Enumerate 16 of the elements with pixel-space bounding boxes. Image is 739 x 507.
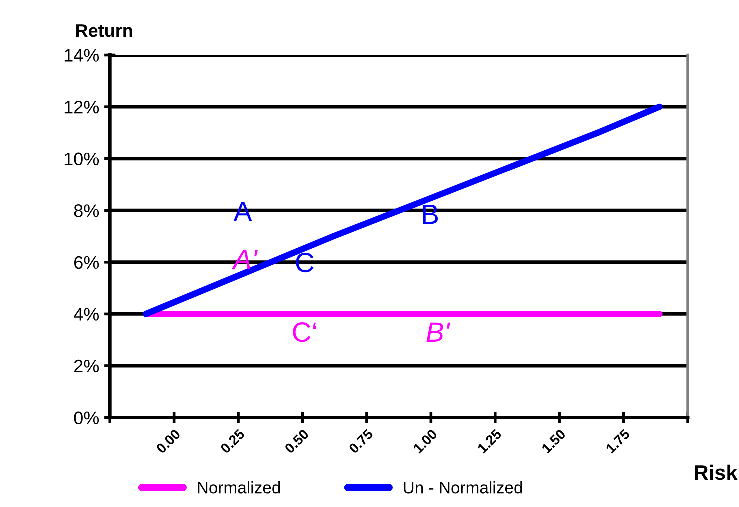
y-tick-label: 14%: [64, 49, 100, 62]
annotation: C‘: [293, 322, 316, 342]
legend-label: Normalized: [198, 482, 280, 494]
y-tick-label: 6%: [74, 256, 100, 270]
y-tick-label: 8%: [74, 204, 100, 218]
y-tick-label: 0%: [74, 412, 100, 424]
annotation: B': [426, 322, 450, 342]
legend-label: Un - Normalized: [404, 482, 522, 494]
y-tick-label: 10%: [64, 152, 100, 166]
x-axis-title: Risk: [695, 464, 738, 480]
x-tick-label: 0.00: [156, 428, 182, 454]
y-axis-title: Return: [76, 24, 132, 38]
x-tick-label: 0.50: [284, 428, 310, 454]
y-tick-label: 2%: [74, 360, 100, 373]
y-tick-label: 4%: [74, 308, 100, 321]
y-tick-label: 12%: [64, 100, 100, 114]
